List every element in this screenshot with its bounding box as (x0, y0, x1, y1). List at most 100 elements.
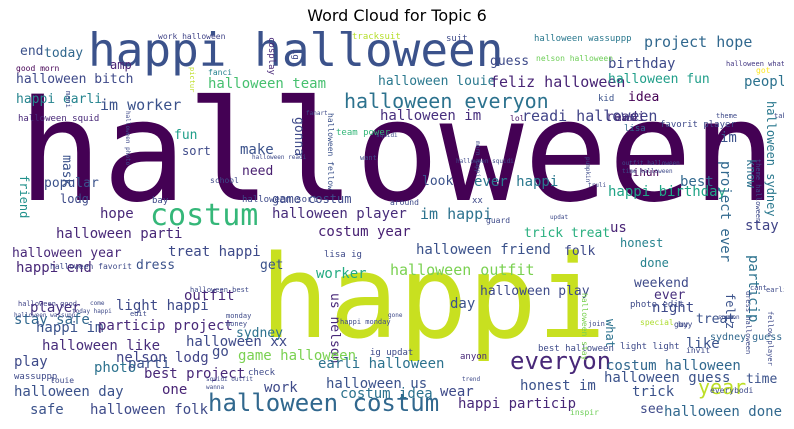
cloud-word: come (90, 300, 105, 307)
cloud-word: halloween player (272, 206, 407, 222)
cloud-word: halloween fun (608, 72, 710, 87)
cloud-word: halloween (18, 71, 777, 234)
cloud-word: join (588, 320, 605, 328)
cloud-word: xx (472, 196, 483, 206)
cloud-word: dress (136, 258, 176, 273)
cloud-word: happi halloween (88, 31, 504, 77)
cloud-word: someon (718, 314, 740, 321)
cloud-word: guard (486, 216, 511, 225)
cloud-word: made (616, 114, 638, 124)
cloud-word: halloween outfit (390, 261, 535, 279)
cloud-word: end (20, 44, 44, 59)
cloud-word: squidi (376, 132, 398, 139)
cloud-word: folk (564, 244, 596, 259)
cloud-word: honest (620, 236, 664, 250)
cloud-word: feliz (723, 293, 737, 330)
cloud-word: theme (716, 112, 738, 120)
cloud-word: light light (620, 342, 680, 352)
cloud-word: ever happi (474, 174, 559, 190)
cloud-word: special (640, 318, 674, 327)
cloud-word: project hope (644, 33, 753, 51)
cloud-word: feliz halloween (490, 73, 626, 91)
cloud-word: happi end (16, 260, 92, 276)
cloud-word: best project (144, 366, 246, 382)
cloud-word: trick (632, 384, 675, 400)
cloud-word: team power (336, 128, 391, 138)
cloud-word: around (390, 198, 419, 207)
cloud-word: halloween wassupp (14, 312, 76, 319)
cloud-word: one (162, 382, 188, 398)
cloud-word: theme halloween (754, 159, 762, 223)
cloud-word: cant (750, 284, 767, 292)
cloud-word: halloween readi (252, 154, 307, 161)
cloud-word: take (774, 112, 784, 120)
cloud-word: know (744, 159, 758, 188)
cloud-word: halloween fellow (326, 113, 335, 191)
cloud-word: check (248, 368, 276, 378)
cloud-word: earli halloween (318, 356, 445, 372)
cloud-word: gonna (291, 117, 306, 157)
cloud-word: halloween squid (18, 114, 100, 124)
cloud-word: particip (745, 255, 761, 323)
cloud-word: wear (440, 384, 474, 400)
cloud-word: halloween bitch (16, 72, 134, 87)
cloud-word: halloween parti (56, 226, 183, 242)
cloud-word: readi (606, 110, 646, 125)
cloud-word: halloween stay (580, 293, 589, 361)
cloud-word: guy (674, 320, 689, 329)
word-cloud: halloween happi happi halloween costum hallo… (10, 31, 784, 419)
cloud-word: halloween guess (604, 370, 731, 386)
cloud-word: monday (226, 312, 252, 320)
cloud-word: day (450, 296, 476, 312)
cloud-word: see (640, 402, 664, 417)
cloud-word: halloween folk (90, 402, 209, 418)
cloud-word: halloween friend (416, 242, 551, 258)
cloud-word: halloween done (664, 404, 783, 419)
cloud-word: year (698, 375, 747, 399)
cloud-word: halloween im (380, 108, 482, 124)
cloud-word: play (14, 354, 48, 370)
cloud-word: parti (128, 356, 171, 372)
cloud-word: today (44, 46, 84, 61)
cloud-word: stay safe (14, 312, 90, 328)
cloud-word: us (610, 220, 627, 236)
cloud-word: suit (446, 34, 468, 44)
cloud-word: halloween costum (208, 389, 440, 417)
cloud-word: halloween photo (124, 111, 131, 166)
cloud-word: ig (290, 49, 300, 60)
cloud-word: time (746, 372, 778, 387)
cloud-word: us nelson (327, 293, 342, 364)
cloud-word: work halloween (158, 32, 226, 41)
cloud-word: fanart (306, 110, 328, 117)
cloud-word: updat (550, 214, 569, 221)
cloud-word: trend (462, 376, 481, 383)
cloud-word: happi monday (340, 318, 391, 326)
cloud-word: nelson halloween (536, 54, 614, 63)
cloud-word: idea (628, 90, 660, 105)
cloud-word: sydney (236, 326, 283, 341)
cloud-word: ig updat (370, 348, 414, 358)
cloud-word: costum (150, 198, 259, 233)
cloud-word: halloween sort (242, 195, 318, 205)
cloud-word: morn happi (474, 141, 481, 178)
cloud-word: halloween day (14, 384, 124, 400)
cloud-word: halloween good (18, 300, 78, 308)
cloud-word: halloween play (480, 284, 590, 299)
cloud-word: everyon (510, 347, 612, 375)
cloud-word: halloween best (190, 286, 250, 294)
cloud-word: time halloween (622, 168, 673, 175)
cloud-word: safe (30, 402, 64, 418)
cloud-word: mani (64, 91, 72, 108)
cloud-word: happi (260, 231, 607, 365)
cloud-word: good morn (16, 64, 60, 73)
cloud-word: invit (686, 346, 711, 355)
cloud-word: amp (110, 58, 132, 72)
cloud-word: project ever (717, 161, 733, 263)
cloud-word: louie (50, 376, 75, 385)
cloud-word: halloween wassuppp (534, 34, 632, 44)
cloud-word: inspir (570, 408, 599, 417)
cloud-word: happi im (36, 320, 104, 336)
cloud-word: guess (490, 54, 530, 69)
cloud-word: halloween us (326, 376, 428, 392)
cloud-word: birthday (608, 56, 676, 72)
